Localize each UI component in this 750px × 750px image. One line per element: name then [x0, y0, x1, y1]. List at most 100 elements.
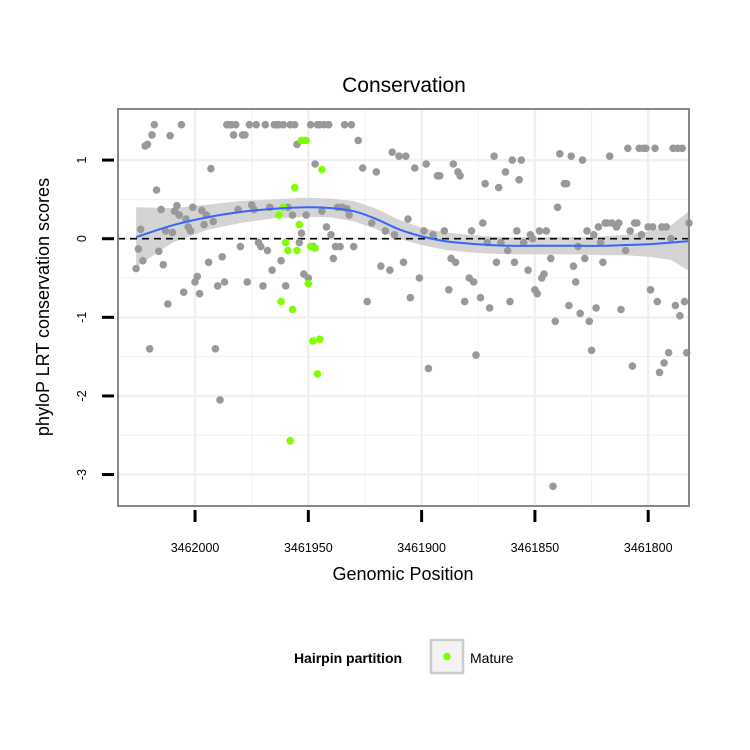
- point-other: [642, 144, 650, 153]
- point-other: [540, 270, 548, 278]
- point-other: [252, 120, 260, 129]
- points-mature: [275, 136, 326, 445]
- point-other: [268, 266, 276, 275]
- x-tick-label: 3462000: [171, 541, 220, 555]
- point-other: [159, 260, 168, 269]
- point-other: [571, 278, 580, 286]
- point-other: [424, 364, 433, 373]
- point-other: [567, 152, 575, 160]
- point-other: [166, 131, 174, 140]
- point-other: [209, 217, 217, 226]
- point-other: [161, 227, 170, 235]
- point-other: [542, 227, 551, 235]
- point-other: [288, 211, 297, 219]
- point-other: [420, 227, 428, 235]
- point-other: [533, 289, 541, 298]
- point-other: [436, 172, 444, 180]
- y-tick-label: -3: [75, 469, 89, 480]
- point-other: [327, 231, 335, 239]
- y-tick-label: -2: [75, 390, 89, 401]
- legend-label-mature: Mature: [470, 650, 514, 666]
- point-other: [395, 152, 403, 160]
- panel-border: [117, 108, 690, 507]
- point-other: [349, 242, 358, 251]
- point-other: [440, 227, 449, 235]
- point-other: [596, 238, 605, 247]
- point-other: [494, 183, 503, 192]
- point-other: [485, 304, 494, 312]
- point-other: [585, 317, 594, 326]
- point-other: [358, 164, 367, 172]
- point-other: [302, 211, 310, 219]
- x-tick-label: 3461850: [511, 541, 560, 555]
- point-other: [132, 264, 140, 273]
- point-other: [524, 266, 532, 275]
- point-other: [143, 140, 152, 149]
- point-mature: [311, 244, 319, 252]
- point-other: [390, 231, 399, 239]
- point-mature: [290, 183, 299, 192]
- point-other: [189, 203, 197, 212]
- point-other: [535, 227, 544, 235]
- point-other: [633, 219, 641, 227]
- point-other: [324, 120, 333, 129]
- point-mature: [277, 297, 285, 306]
- point-other: [340, 120, 349, 129]
- point-other: [587, 346, 596, 355]
- point-other: [347, 120, 356, 129]
- point-other: [134, 245, 143, 253]
- point-other: [295, 238, 304, 247]
- point-other: [646, 286, 655, 294]
- point-other: [653, 297, 662, 306]
- point-other: [680, 297, 689, 306]
- point-mature: [309, 337, 317, 345]
- y-tick-label: -1: [75, 312, 89, 323]
- point-other: [479, 219, 487, 227]
- point-other: [664, 348, 673, 357]
- x-tick-label: 3461800: [624, 541, 673, 555]
- point-other: [211, 345, 220, 353]
- point-other: [501, 168, 510, 176]
- point-other: [402, 152, 410, 160]
- point-other: [515, 176, 523, 184]
- point-other: [277, 256, 285, 265]
- y-axis: -3 -2 -1 0 1: [75, 157, 114, 480]
- point-other: [152, 186, 161, 194]
- point-other: [204, 258, 213, 267]
- point-mature: [284, 246, 292, 255]
- point-other: [490, 152, 498, 160]
- point-other: [372, 168, 381, 176]
- legend-key-mature: [443, 652, 451, 661]
- point-other: [281, 282, 290, 290]
- point-mature: [318, 165, 326, 174]
- point-mature: [315, 335, 324, 344]
- legend-key-box: [429, 638, 465, 675]
- point-other: [399, 258, 408, 267]
- point-other: [263, 246, 272, 255]
- point-other: [667, 234, 675, 243]
- point-other: [467, 227, 476, 235]
- point-other: [503, 246, 512, 255]
- point-other: [377, 262, 385, 271]
- point-other: [177, 120, 186, 129]
- point-other: [406, 293, 415, 302]
- point-other: [213, 282, 222, 290]
- point-other: [388, 148, 397, 156]
- point-other: [279, 120, 288, 129]
- point-other: [590, 231, 598, 239]
- point-other: [476, 293, 485, 302]
- point-mature: [295, 220, 304, 229]
- point-other: [179, 288, 188, 297]
- point-other: [556, 150, 564, 158]
- point-other: [449, 160, 458, 168]
- point-other: [472, 351, 480, 359]
- point-other: [322, 223, 331, 231]
- point-other: [306, 120, 315, 129]
- point-other: [605, 152, 614, 160]
- point-other: [678, 144, 686, 153]
- point-other: [290, 120, 299, 129]
- y-tick-label: 0: [75, 235, 89, 242]
- point-other: [456, 172, 464, 180]
- point-other: [510, 258, 519, 267]
- smooth-fit-line: [135, 206, 690, 247]
